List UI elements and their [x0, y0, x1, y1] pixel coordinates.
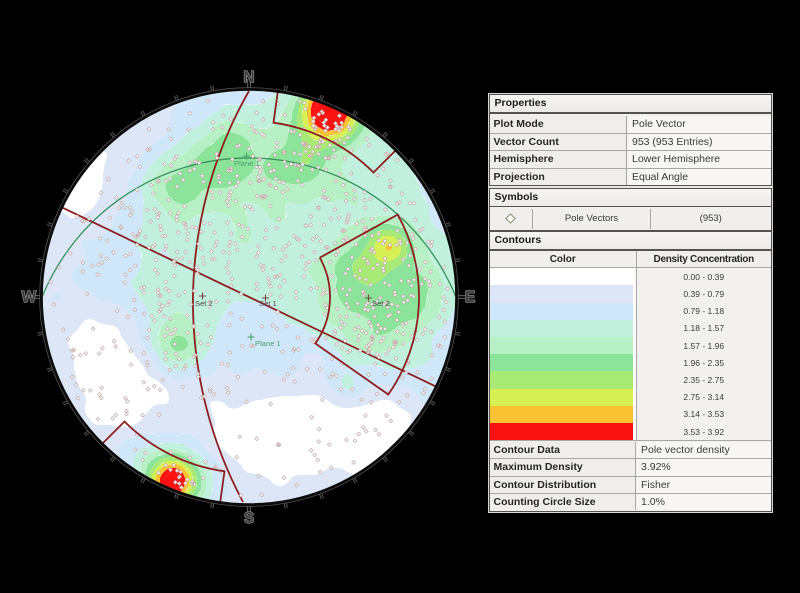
svg-text:Set 2: Set 2 [195, 299, 213, 308]
svg-text:Plane 1: Plane 1 [255, 339, 281, 348]
svg-text:Set 2: Set 2 [372, 299, 390, 308]
svg-text:S: S [244, 510, 254, 527]
svg-text:Set 1: Set 1 [259, 299, 277, 308]
svg-text:E: E [465, 289, 475, 306]
svg-text:Plane 1: Plane 1 [234, 159, 260, 168]
svg-text:W: W [22, 289, 37, 306]
svg-text:N: N [243, 69, 254, 86]
